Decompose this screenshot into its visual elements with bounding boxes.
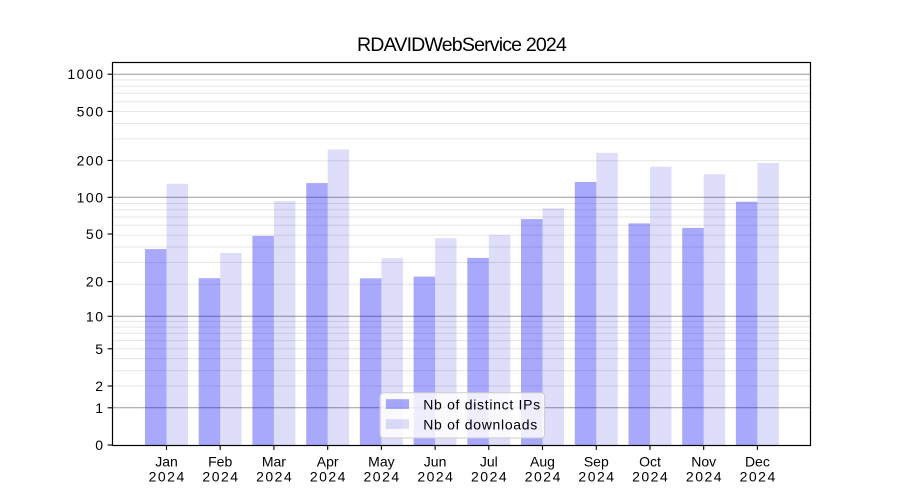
svg-text:2024: 2024 <box>256 468 293 484</box>
svg-text:20: 20 <box>86 274 105 290</box>
svg-text:Jul: Jul <box>480 454 498 470</box>
svg-text:2024: 2024 <box>578 468 615 484</box>
svg-text:100: 100 <box>77 189 105 205</box>
svg-text:Sep: Sep <box>584 454 609 470</box>
svg-text:2024: 2024 <box>686 468 723 484</box>
svg-text:May: May <box>368 454 394 470</box>
svg-text:Oct: Oct <box>639 454 661 470</box>
svg-text:2024: 2024 <box>525 468 562 484</box>
svg-text:Aug: Aug <box>530 454 555 470</box>
svg-text:2024: 2024 <box>417 468 454 484</box>
svg-text:Nb of downloads: Nb of downloads <box>423 417 538 433</box>
svg-text:Nb of distinct IPs: Nb of distinct IPs <box>423 397 541 413</box>
svg-text:2024: 2024 <box>202 468 239 484</box>
svg-text:5: 5 <box>95 341 104 357</box>
svg-text:2: 2 <box>95 378 104 394</box>
svg-text:Feb: Feb <box>208 454 232 470</box>
svg-text:Jun: Jun <box>424 454 447 470</box>
svg-text:RDAVIDWebService 2024: RDAVIDWebService 2024 <box>357 34 567 56</box>
svg-text:Jan: Jan <box>155 454 178 470</box>
svg-text:2024: 2024 <box>364 468 401 484</box>
svg-text:50: 50 <box>86 226 105 242</box>
svg-text:1: 1 <box>95 400 104 416</box>
svg-text:Mar: Mar <box>262 454 286 470</box>
svg-text:10: 10 <box>86 308 105 324</box>
svg-text:2024: 2024 <box>310 468 347 484</box>
svg-text:Dec: Dec <box>745 454 770 470</box>
svg-text:Nov: Nov <box>691 454 716 470</box>
svg-text:2024: 2024 <box>471 468 508 484</box>
svg-text:500: 500 <box>77 103 105 119</box>
svg-text:0: 0 <box>95 437 104 453</box>
svg-text:Apr: Apr <box>317 454 339 470</box>
svg-text:2024: 2024 <box>149 468 186 484</box>
svg-text:2024: 2024 <box>740 468 777 484</box>
svg-text:2024: 2024 <box>632 468 669 484</box>
svg-text:1000: 1000 <box>67 66 104 82</box>
svg-text:200: 200 <box>77 152 105 168</box>
